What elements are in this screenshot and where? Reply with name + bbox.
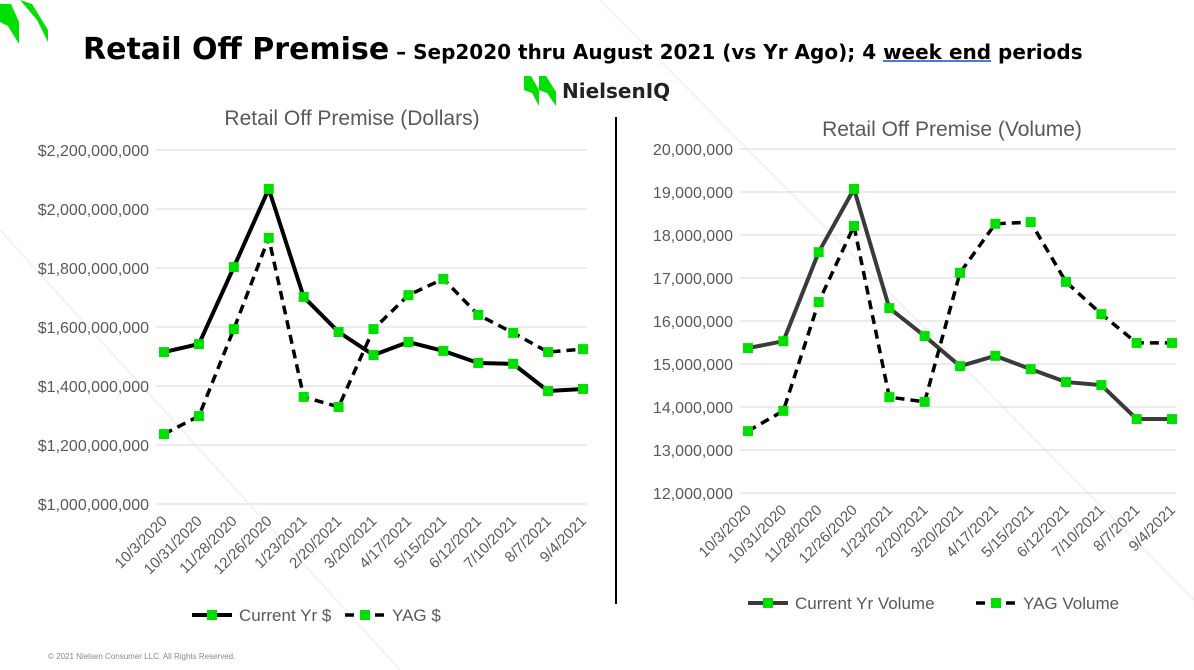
y-tick-label: 12,000,000 bbox=[653, 486, 733, 503]
legend-label: Current Yr $ bbox=[239, 606, 332, 625]
data-point-marker bbox=[743, 426, 753, 437]
data-point-marker bbox=[473, 357, 484, 368]
data-point-marker bbox=[438, 273, 449, 284]
data-point-marker bbox=[368, 324, 379, 335]
title-sub: – Sep2020 thru August 2021 (vs Yr Ago); … bbox=[389, 40, 884, 64]
data-point-marker bbox=[1167, 337, 1177, 348]
data-point-marker bbox=[1025, 217, 1036, 228]
data-point-marker bbox=[508, 358, 519, 369]
data-point-marker bbox=[438, 345, 449, 356]
series-line-yag bbox=[163, 236, 584, 436]
volume-chart: Retail Off Premise (Volume) 12,000,000 13,… bbox=[653, 118, 1179, 613]
y-tick-label: $1,400,000,000 bbox=[38, 379, 149, 396]
data-point-marker bbox=[333, 327, 344, 338]
copyright-text: © 2021 Nielsen Consumer LLC. All Rights … bbox=[48, 652, 236, 661]
data-point-marker bbox=[578, 383, 588, 394]
data-point-marker bbox=[228, 262, 239, 273]
data-point-marker bbox=[778, 405, 789, 416]
data-point-marker bbox=[743, 343, 753, 354]
nielseniq-mark-icon bbox=[524, 76, 556, 106]
data-point-marker bbox=[298, 391, 309, 402]
data-point-marker bbox=[298, 291, 309, 302]
title-sub-end: periods bbox=[991, 40, 1083, 64]
data-point-marker bbox=[813, 247, 824, 258]
y-tick-label: 13,000,000 bbox=[653, 443, 733, 460]
legend-marker bbox=[360, 610, 370, 620]
series-line-current bbox=[163, 186, 584, 394]
data-point-marker bbox=[813, 297, 824, 308]
chart-title: Retail Off Premise (Dollars) bbox=[224, 107, 479, 130]
y-tick-label: 16,000,000 bbox=[653, 314, 733, 331]
data-point-marker bbox=[1131, 337, 1142, 348]
data-point-marker bbox=[884, 303, 895, 314]
y-tick-label: 15,000,000 bbox=[653, 357, 733, 374]
title-main: Retail Off Premise bbox=[83, 32, 390, 67]
data-point-marker bbox=[884, 392, 895, 403]
y-tick-label: $1,800,000,000 bbox=[38, 261, 149, 278]
data-point-marker bbox=[263, 183, 274, 194]
data-point-marker bbox=[159, 347, 169, 358]
nielseniq-logo: NielsenIQ bbox=[524, 76, 670, 106]
y-tick-label: 18,000,000 bbox=[653, 228, 733, 245]
data-point-marker bbox=[1061, 276, 1071, 287]
legend-label: Current Yr Volume bbox=[795, 594, 935, 613]
data-point-marker bbox=[543, 386, 554, 397]
data-point-marker bbox=[508, 327, 519, 338]
data-point-marker bbox=[919, 396, 930, 407]
y-tick-label: $2,200,000,000 bbox=[38, 143, 149, 160]
data-point-marker bbox=[1096, 380, 1107, 391]
data-point-marker bbox=[228, 324, 239, 335]
y-tick-label: 19,000,000 bbox=[653, 185, 733, 202]
series-line-yag bbox=[747, 220, 1172, 433]
data-point-marker bbox=[263, 232, 274, 243]
y-tick-label: $1,200,000,000 bbox=[38, 438, 149, 455]
data-point-marker bbox=[990, 218, 1001, 229]
data-point-marker bbox=[955, 267, 965, 278]
data-point-marker bbox=[193, 411, 204, 422]
title-sub-underlined: week end bbox=[883, 40, 992, 64]
page-title: Retail Off Premise – Sep2020 thru August… bbox=[83, 32, 1083, 67]
data-point-marker bbox=[955, 361, 965, 372]
data-point-marker bbox=[849, 183, 859, 194]
y-tick-label: $1,000,000,000 bbox=[38, 497, 149, 514]
data-point-marker bbox=[159, 429, 169, 440]
chart-divider bbox=[615, 117, 617, 604]
data-point-marker bbox=[543, 347, 554, 358]
brand-name: NielsenIQ bbox=[562, 79, 671, 103]
data-point-marker bbox=[849, 220, 859, 231]
legend-marker bbox=[991, 598, 1001, 608]
chart-title: Retail Off Premise (Volume) bbox=[822, 118, 1082, 141]
series-line-current bbox=[747, 186, 1172, 422]
data-point-marker bbox=[403, 290, 414, 301]
data-point-marker bbox=[1167, 414, 1177, 425]
data-point-marker bbox=[368, 350, 379, 361]
data-point-marker bbox=[1131, 414, 1142, 425]
data-point-marker bbox=[403, 337, 414, 348]
y-tick-label: 17,000,000 bbox=[653, 271, 733, 288]
data-point-marker bbox=[919, 331, 930, 342]
data-point-marker bbox=[193, 339, 204, 350]
legend-label: YAG Volume bbox=[1023, 594, 1119, 613]
data-point-marker bbox=[1096, 309, 1107, 320]
legend-marker bbox=[763, 598, 773, 608]
data-point-marker bbox=[1025, 364, 1036, 375]
data-point-marker bbox=[333, 401, 344, 412]
y-tick-label: $1,600,000,000 bbox=[38, 320, 149, 337]
y-tick-label: $2,000,000,000 bbox=[38, 202, 149, 219]
y-tick-label: 14,000,000 bbox=[653, 400, 733, 417]
data-point-marker bbox=[990, 350, 1001, 361]
data-point-marker bbox=[473, 309, 484, 320]
data-point-marker bbox=[578, 344, 588, 355]
nielsen-corner-logo-icon bbox=[0, 0, 48, 44]
data-point-marker bbox=[1061, 377, 1071, 388]
legend-label: YAG $ bbox=[392, 606, 441, 625]
legend-marker bbox=[207, 610, 217, 620]
data-point-marker bbox=[778, 336, 789, 347]
y-tick-label: 20,000,000 bbox=[653, 142, 733, 159]
dollars-chart: Retail Off Premise (Dollars) $1,000,000,0… bbox=[38, 107, 590, 625]
